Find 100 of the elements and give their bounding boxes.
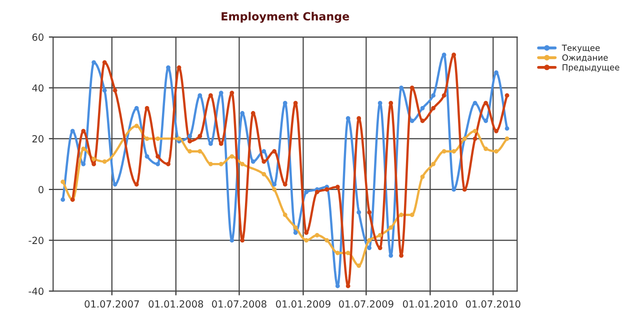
point (240, 162, 245, 166)
chart-title: Employment Change (222, 12, 350, 23)
point (494, 128, 498, 134)
x-tick-label: 01.01.2008 (148, 300, 204, 308)
point (92, 162, 96, 166)
point (176, 136, 182, 141)
point (240, 238, 245, 242)
point (240, 111, 245, 116)
point (494, 149, 498, 154)
point (504, 93, 510, 98)
point (472, 128, 478, 134)
point (60, 180, 66, 184)
y-tick-label: 20 (32, 135, 44, 142)
point (102, 159, 107, 164)
point (262, 149, 266, 154)
point (250, 111, 256, 116)
point (208, 142, 213, 146)
point (324, 187, 330, 192)
y-tick-label: 60 (32, 34, 44, 41)
point (156, 136, 160, 141)
legend-label: Ожидание (562, 54, 608, 62)
point (431, 93, 436, 98)
point (272, 187, 277, 192)
point (504, 126, 510, 131)
point (304, 238, 309, 242)
point (144, 136, 150, 141)
point (92, 60, 96, 65)
point (431, 162, 436, 166)
point (81, 128, 86, 134)
point (431, 106, 436, 110)
point (272, 149, 277, 154)
point (388, 100, 394, 106)
point (134, 106, 139, 110)
point (367, 238, 372, 242)
point (208, 93, 213, 98)
point (420, 106, 425, 110)
point (378, 100, 382, 106)
point (324, 238, 330, 242)
point (144, 106, 150, 110)
point (218, 162, 224, 166)
point (420, 174, 425, 179)
x-tick-label: 01.07.2007 (84, 300, 139, 308)
point (208, 162, 213, 166)
x-tick-label: 01.07.2010 (466, 300, 520, 308)
point (378, 233, 382, 238)
x-tick-label: 01.01.2009 (276, 300, 330, 308)
point (452, 149, 456, 154)
point (420, 118, 425, 124)
point (484, 100, 488, 106)
point (388, 225, 394, 230)
point (81, 146, 86, 152)
point (378, 246, 382, 250)
point (102, 60, 107, 65)
point (282, 100, 288, 106)
point (314, 190, 320, 194)
point (314, 233, 320, 238)
point (166, 162, 170, 166)
point (112, 182, 118, 187)
legend-label: Предыдущее (562, 64, 620, 72)
point (410, 212, 414, 218)
point (452, 187, 456, 192)
point (356, 263, 362, 268)
point (156, 154, 160, 159)
point (230, 238, 234, 242)
point (198, 149, 202, 154)
legend-label: Текущее (562, 44, 600, 53)
point (262, 172, 266, 176)
point (504, 136, 510, 141)
y-tick-label: 0 (38, 186, 44, 194)
point (293, 230, 298, 235)
point (484, 118, 488, 124)
point (367, 210, 372, 215)
point (293, 225, 298, 230)
point (198, 134, 202, 138)
point (472, 136, 478, 141)
point (102, 88, 107, 93)
point (494, 70, 498, 75)
point (282, 212, 288, 218)
y-tick-label: -20 (28, 236, 44, 244)
point (335, 284, 340, 288)
point (356, 210, 362, 215)
point (156, 162, 160, 166)
point (442, 149, 446, 154)
point (218, 142, 224, 146)
point (134, 124, 139, 128)
point (442, 93, 446, 98)
x-tick-label: 01.01.2010 (402, 300, 458, 308)
point (304, 190, 309, 194)
point (335, 250, 340, 256)
point (230, 154, 234, 159)
point (399, 212, 404, 218)
point (484, 146, 488, 152)
point (144, 154, 150, 159)
point (134, 182, 139, 187)
x-tick-label: 01.07.2009 (338, 300, 394, 308)
point (367, 246, 372, 250)
point (293, 100, 298, 106)
x-tick-label: 01.07.2008 (212, 300, 266, 308)
point (60, 197, 66, 202)
point (346, 250, 350, 256)
